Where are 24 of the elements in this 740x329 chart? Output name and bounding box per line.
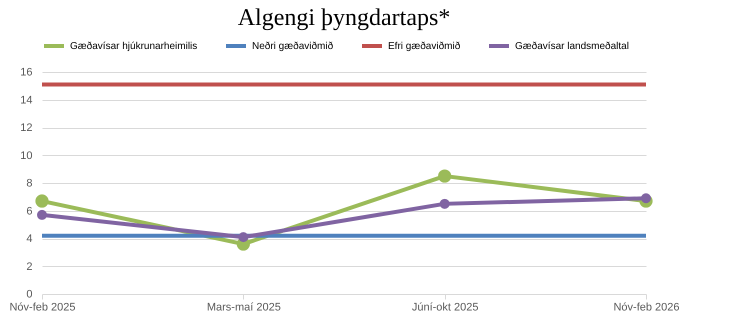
y-tick-label: 2 (26, 260, 32, 273)
y-tick-label: 12 (20, 122, 32, 134)
y-tick-label: 14 (20, 94, 32, 106)
y-tick-label: 16 (20, 66, 32, 78)
legend-label: Gæðavísar landsmeðaltal (515, 41, 629, 52)
point (238, 232, 248, 242)
legend-label: Gæðavísar hjúkrunarheimilis (70, 41, 198, 52)
y-tick-label: 6 (26, 205, 32, 218)
point (35, 194, 49, 208)
x-tick-label: Nóv-feb 2026 (613, 302, 680, 314)
point (37, 210, 47, 220)
x-tick-label: Mars-maí 2025 (206, 302, 281, 314)
y-tick-label: 0 (26, 288, 32, 300)
point (440, 198, 450, 209)
y-tick-label: 4 (26, 233, 32, 245)
legend-label: Neðri gæðaviðmið (252, 41, 334, 52)
point (438, 169, 452, 183)
x-tick-label: Nóv-feb 2025 (9, 302, 76, 314)
y-tick-label: 10 (20, 150, 32, 162)
legend-label: Efri gæðaviðmið (388, 41, 461, 52)
point (641, 193, 651, 204)
y-tick-label: 8 (26, 178, 32, 190)
chart-title: Algengi þyngdartaps* (238, 5, 450, 31)
x-tick-label: Júní-okt 2025 (412, 302, 478, 314)
